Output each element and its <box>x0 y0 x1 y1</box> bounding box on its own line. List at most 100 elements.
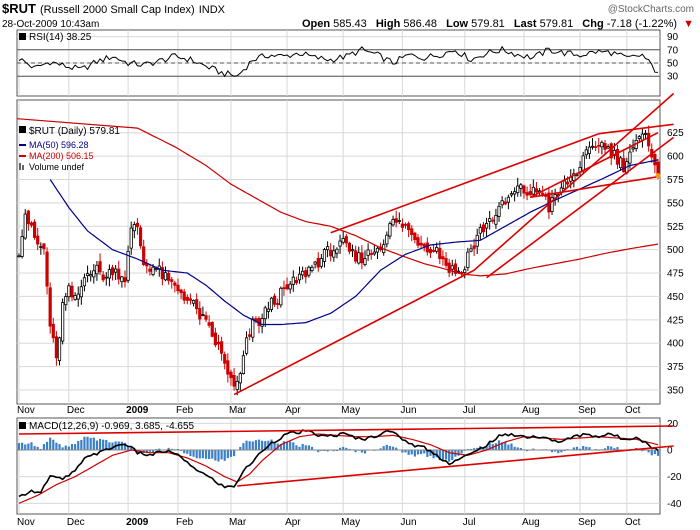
macd-histogram-bar <box>239 446 242 450</box>
price-candle-body <box>173 282 177 286</box>
macd-histogram-bar <box>407 450 410 455</box>
macd-histogram-bar <box>391 446 395 450</box>
macd-histogram-bar <box>61 447 64 450</box>
macd-histogram-bar <box>204 450 208 459</box>
macd-histogram-bar <box>248 441 251 450</box>
macd-histogram-bar <box>254 440 257 450</box>
macd-histogram-bar <box>77 440 80 450</box>
price-candle-body <box>587 146 592 154</box>
macd-histogram-bar <box>613 448 616 450</box>
macd-histogram-bar <box>270 439 273 450</box>
price-candle-body <box>179 289 183 294</box>
macd-histogram-bar <box>264 441 267 450</box>
x-axis-label: Jul <box>463 517 476 528</box>
price-candle-body <box>397 220 401 222</box>
macd-histogram-bar <box>39 448 42 450</box>
price-candle-body <box>220 341 224 354</box>
price-candle-body <box>92 270 96 278</box>
macd-panel: -40 -20 0 20 <box>16 417 682 515</box>
x-axis-label: Jul <box>463 405 476 416</box>
price-candle-body <box>29 222 34 226</box>
x-axis-label: May <box>341 405 360 416</box>
price-tick-label: 575 <box>667 175 684 186</box>
price-candle-body <box>653 154 657 166</box>
price-candle-body <box>216 341 221 345</box>
price-candle-body <box>450 265 454 270</box>
price-candle-body <box>372 251 376 255</box>
price-candle-body <box>39 246 43 248</box>
macd-histogram-bar <box>226 450 229 459</box>
price-candle-body <box>288 283 292 290</box>
macd-histogram-bar <box>251 441 254 450</box>
price-candle-body <box>522 185 526 194</box>
macd-histogram-bar <box>345 447 348 450</box>
x-axis-label: Jun <box>400 517 416 528</box>
price-candle-body <box>597 144 601 147</box>
macd-histogram-bar <box>335 450 339 452</box>
price-candle-body <box>341 238 345 243</box>
rsi-tick-label: 50 <box>667 59 679 70</box>
macd-histogram-bar <box>585 446 588 450</box>
price-candle-body <box>282 287 286 290</box>
macd-histogram-bar <box>214 450 217 461</box>
macd-histogram-bar <box>647 450 650 453</box>
macd-histogram-bar <box>557 450 560 454</box>
price-candle-body <box>185 297 189 301</box>
price-candle-body <box>316 257 320 268</box>
x-axis-label: Jun <box>400 405 416 416</box>
macd-histogram-bar <box>220 450 223 460</box>
macd-histogram-bar <box>89 437 92 450</box>
price-tick-label: 425 <box>667 315 684 326</box>
x-axis-label: Dec <box>67 517 85 528</box>
price-candle-body <box>285 284 289 290</box>
quote-line: Open 585.43 High 586.48 Low 579.81 Last … <box>302 18 694 30</box>
price-candle-body <box>235 381 239 391</box>
macd-histogram-bar <box>17 443 21 450</box>
ma50-line <box>49 159 659 326</box>
last-price-marker <box>655 173 661 179</box>
macd-histogram-bar <box>395 447 398 450</box>
x-axis-label: Aug <box>522 405 540 416</box>
price-candle-body <box>170 279 174 282</box>
x-axis-label: Mar <box>229 405 247 416</box>
price-candle-body <box>391 219 395 226</box>
price-candle-body <box>79 286 83 298</box>
macd-histogram-bar <box>404 450 407 453</box>
price-candle-body <box>472 245 476 249</box>
macd-histogram-bar <box>525 450 529 452</box>
macd-histogram-bar <box>488 442 491 450</box>
price-candle-body <box>643 133 648 135</box>
x-axis-top: Nov Dec 2009 Feb Mar Apr May Jun Jul Aug Sep Oct <box>17 405 641 416</box>
price-candle-body <box>269 297 274 310</box>
price-candle-body <box>435 246 439 252</box>
price-candle-body <box>195 299 199 310</box>
price-candle-body <box>438 247 442 260</box>
macd-histogram-bar <box>130 446 133 450</box>
price-candle-body <box>584 149 588 156</box>
price-candle-body <box>238 373 242 384</box>
price-trendline <box>233 92 675 396</box>
price-candle-body <box>606 146 610 149</box>
price-candle-body <box>251 318 255 338</box>
price-candle-body <box>198 308 202 320</box>
price-candle-body <box>419 242 423 246</box>
macd-histogram-bar <box>342 446 345 450</box>
macd-histogram-bar <box>323 450 326 452</box>
x-axis-label: Oct <box>625 517 641 528</box>
macd-histogram-bar <box>603 448 607 450</box>
price-candle-body <box>481 224 486 233</box>
price-candle-body <box>26 210 30 225</box>
macd-histogram-bar <box>360 450 363 453</box>
price-candle-body <box>213 332 217 346</box>
price-candle-body <box>447 262 451 273</box>
macd-histogram-bar <box>519 447 522 450</box>
price-candle-body <box>403 223 408 226</box>
macd-histogram-bar <box>554 450 557 452</box>
macd-histogram-bar <box>285 441 289 450</box>
price-candle-body <box>304 270 308 278</box>
symbol-title: $RUT <box>2 1 36 16</box>
price-candle-body <box>138 227 143 247</box>
macd-histogram-bar <box>469 448 473 450</box>
macd-histogram-bar <box>92 437 95 450</box>
price-candle-body <box>594 146 598 149</box>
